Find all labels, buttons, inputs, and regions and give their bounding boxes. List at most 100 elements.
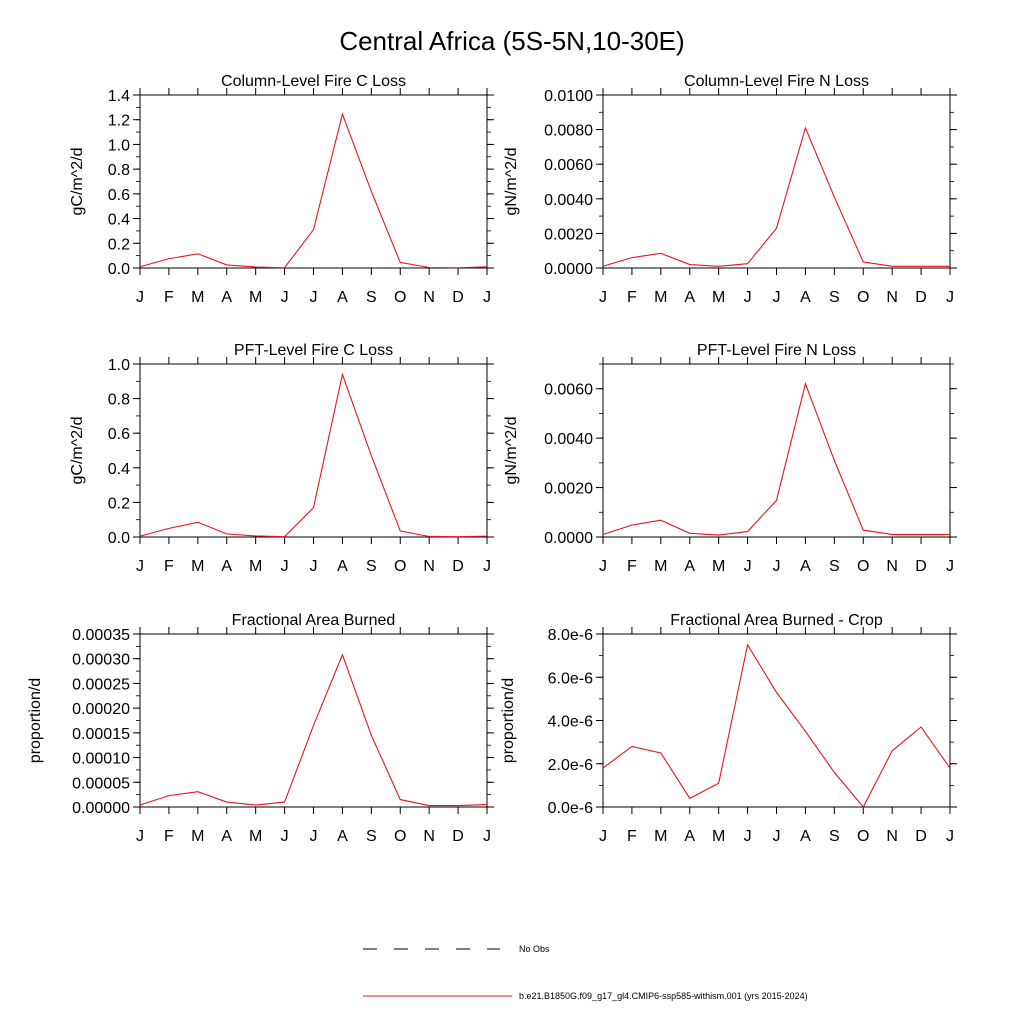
plot-frame bbox=[602, 633, 951, 808]
x-tick-label: D bbox=[452, 289, 464, 306]
y-tick-label: 0.8 bbox=[108, 162, 130, 179]
y-tick-label: 0.00030 bbox=[72, 652, 130, 669]
panel-title: Fractional Area Burned bbox=[232, 612, 396, 629]
y-tick-label: 0.00005 bbox=[72, 775, 130, 792]
x-tick-label: J bbox=[744, 828, 752, 845]
y-axis-label: gC/m^2/d bbox=[69, 417, 86, 485]
x-tick-label: F bbox=[164, 558, 174, 575]
series-line bbox=[139, 653, 488, 807]
x-tick-label: M bbox=[654, 558, 667, 575]
y-tick-label: 0.0060 bbox=[544, 382, 593, 399]
y-tick-label: 1.0 bbox=[108, 137, 130, 154]
y-tick-label: 1.2 bbox=[108, 113, 130, 130]
x-tick-label: A bbox=[684, 558, 695, 575]
x-tick-label: A bbox=[800, 289, 811, 306]
y-tick-label: 0.0020 bbox=[544, 226, 593, 243]
x-tick-label: O bbox=[394, 828, 406, 845]
x-tick-label: J bbox=[773, 828, 781, 845]
x-tick-label: O bbox=[857, 289, 869, 306]
x-tick-label: S bbox=[829, 289, 840, 306]
y-tick-label: 8.0e-6 bbox=[548, 627, 593, 644]
legend: No Obs b.e21.B1850G.f09_g17_gl4.CMIP6-ss… bbox=[363, 944, 808, 1001]
x-tick-label: N bbox=[423, 828, 435, 845]
y-tick-label: 0.2 bbox=[108, 236, 130, 253]
y-tick-label: 0.0040 bbox=[544, 192, 593, 209]
x-tick-label: M bbox=[191, 289, 204, 306]
panels: Column-Level Fire C Loss gC/m^2/d 0.0 0.2 0.… bbox=[27, 73, 957, 845]
x-tick-label: A bbox=[221, 289, 232, 306]
y-tick-label: 1.4 bbox=[108, 88, 130, 105]
x-tick-label: J bbox=[136, 828, 144, 845]
y-tick-label: 0.00010 bbox=[72, 751, 130, 768]
y-axis-label: proportion/d bbox=[27, 678, 44, 763]
plot-frame bbox=[602, 363, 951, 538]
y-tick-label: 0.0080 bbox=[544, 123, 593, 140]
y-tick-label: 0.00000 bbox=[72, 800, 130, 817]
x-tick-label: S bbox=[366, 828, 377, 845]
x-tick-label: F bbox=[164, 289, 174, 306]
panel-title: PFT-Level Fire N Loss bbox=[697, 342, 856, 359]
y-tick-label: 0.4 bbox=[108, 212, 130, 229]
plot-frame bbox=[139, 363, 488, 538]
y-tick-label: 0.0040 bbox=[544, 431, 593, 448]
x-tick-label: A bbox=[337, 558, 348, 575]
series-line bbox=[139, 112, 488, 269]
chart-panel-2: Column-Level Fire N Loss gN/m^2/d 0.0000 0.… bbox=[503, 73, 957, 306]
x-tick-label: N bbox=[423, 289, 435, 306]
x-tick-label: J bbox=[744, 289, 752, 306]
x-tick-label: A bbox=[337, 289, 348, 306]
y-tick-label: 0.0000 bbox=[544, 261, 593, 278]
y-tick-label: 0.00015 bbox=[72, 726, 130, 743]
chart-panel-1: Column-Level Fire C Loss gC/m^2/d 0.0 0.2 0.… bbox=[69, 73, 494, 306]
x-tick-label: S bbox=[366, 289, 377, 306]
panel-title: Fractional Area Burned - Crop bbox=[670, 612, 883, 629]
x-tick-label: J bbox=[136, 289, 144, 306]
x-tick-label: F bbox=[627, 558, 637, 575]
y-tick-label: 0.0100 bbox=[544, 88, 593, 105]
x-tick-label: M bbox=[191, 828, 204, 845]
x-tick-label: N bbox=[886, 289, 898, 306]
series-line bbox=[602, 381, 950, 536]
x-tick-label: J bbox=[281, 558, 289, 575]
y-tick-label: 0.0e-6 bbox=[548, 800, 593, 817]
y-axis-label: gN/m^2/d bbox=[503, 148, 520, 216]
series-line bbox=[139, 372, 488, 538]
x-tick-label: O bbox=[394, 289, 406, 306]
y-tick-label: 0.0 bbox=[108, 261, 130, 278]
x-tick-label: N bbox=[423, 558, 435, 575]
x-tick-label: S bbox=[366, 558, 377, 575]
x-tick-label: M bbox=[712, 558, 725, 575]
y-tick-label: 0.0000 bbox=[544, 530, 593, 547]
x-tick-label: F bbox=[627, 289, 637, 306]
y-tick-label: 0.4 bbox=[108, 461, 130, 478]
x-tick-label: J bbox=[310, 289, 318, 306]
x-tick-label: J bbox=[483, 828, 491, 845]
x-tick-label: J bbox=[773, 289, 781, 306]
x-tick-label: J bbox=[599, 558, 607, 575]
chart-panel-3: PFT-Level Fire C Loss gC/m^2/d 0.0 0.2 0.4 0.… bbox=[69, 342, 494, 575]
y-axis-label: proportion/d bbox=[500, 678, 517, 763]
series-line bbox=[602, 126, 950, 267]
x-tick-label: D bbox=[915, 289, 927, 306]
x-tick-label: D bbox=[915, 828, 927, 845]
x-tick-label: J bbox=[483, 558, 491, 575]
panel-title: Column-Level Fire C Loss bbox=[221, 73, 406, 90]
y-tick-label: 2.0e-6 bbox=[548, 757, 593, 774]
x-tick-label: M bbox=[654, 289, 667, 306]
y-tick-label: 0.0 bbox=[108, 530, 130, 547]
x-tick-label: D bbox=[452, 828, 464, 845]
x-tick-label: J bbox=[136, 558, 144, 575]
x-tick-label: N bbox=[886, 828, 898, 845]
x-tick-label: J bbox=[599, 289, 607, 306]
x-tick-label: J bbox=[946, 558, 954, 575]
x-tick-label: O bbox=[857, 828, 869, 845]
main-title: Central Africa (5S-5N,10-30E) bbox=[339, 26, 684, 56]
y-tick-label: 0.6 bbox=[108, 187, 130, 204]
y-axis-label: gN/m^2/d bbox=[503, 417, 520, 485]
x-tick-label: J bbox=[773, 558, 781, 575]
x-tick-label: J bbox=[946, 828, 954, 845]
x-tick-label: F bbox=[627, 828, 637, 845]
x-tick-label: S bbox=[829, 828, 840, 845]
chart-panel-5: Fractional Area Burned proportion/d 0.0000… bbox=[27, 612, 494, 845]
